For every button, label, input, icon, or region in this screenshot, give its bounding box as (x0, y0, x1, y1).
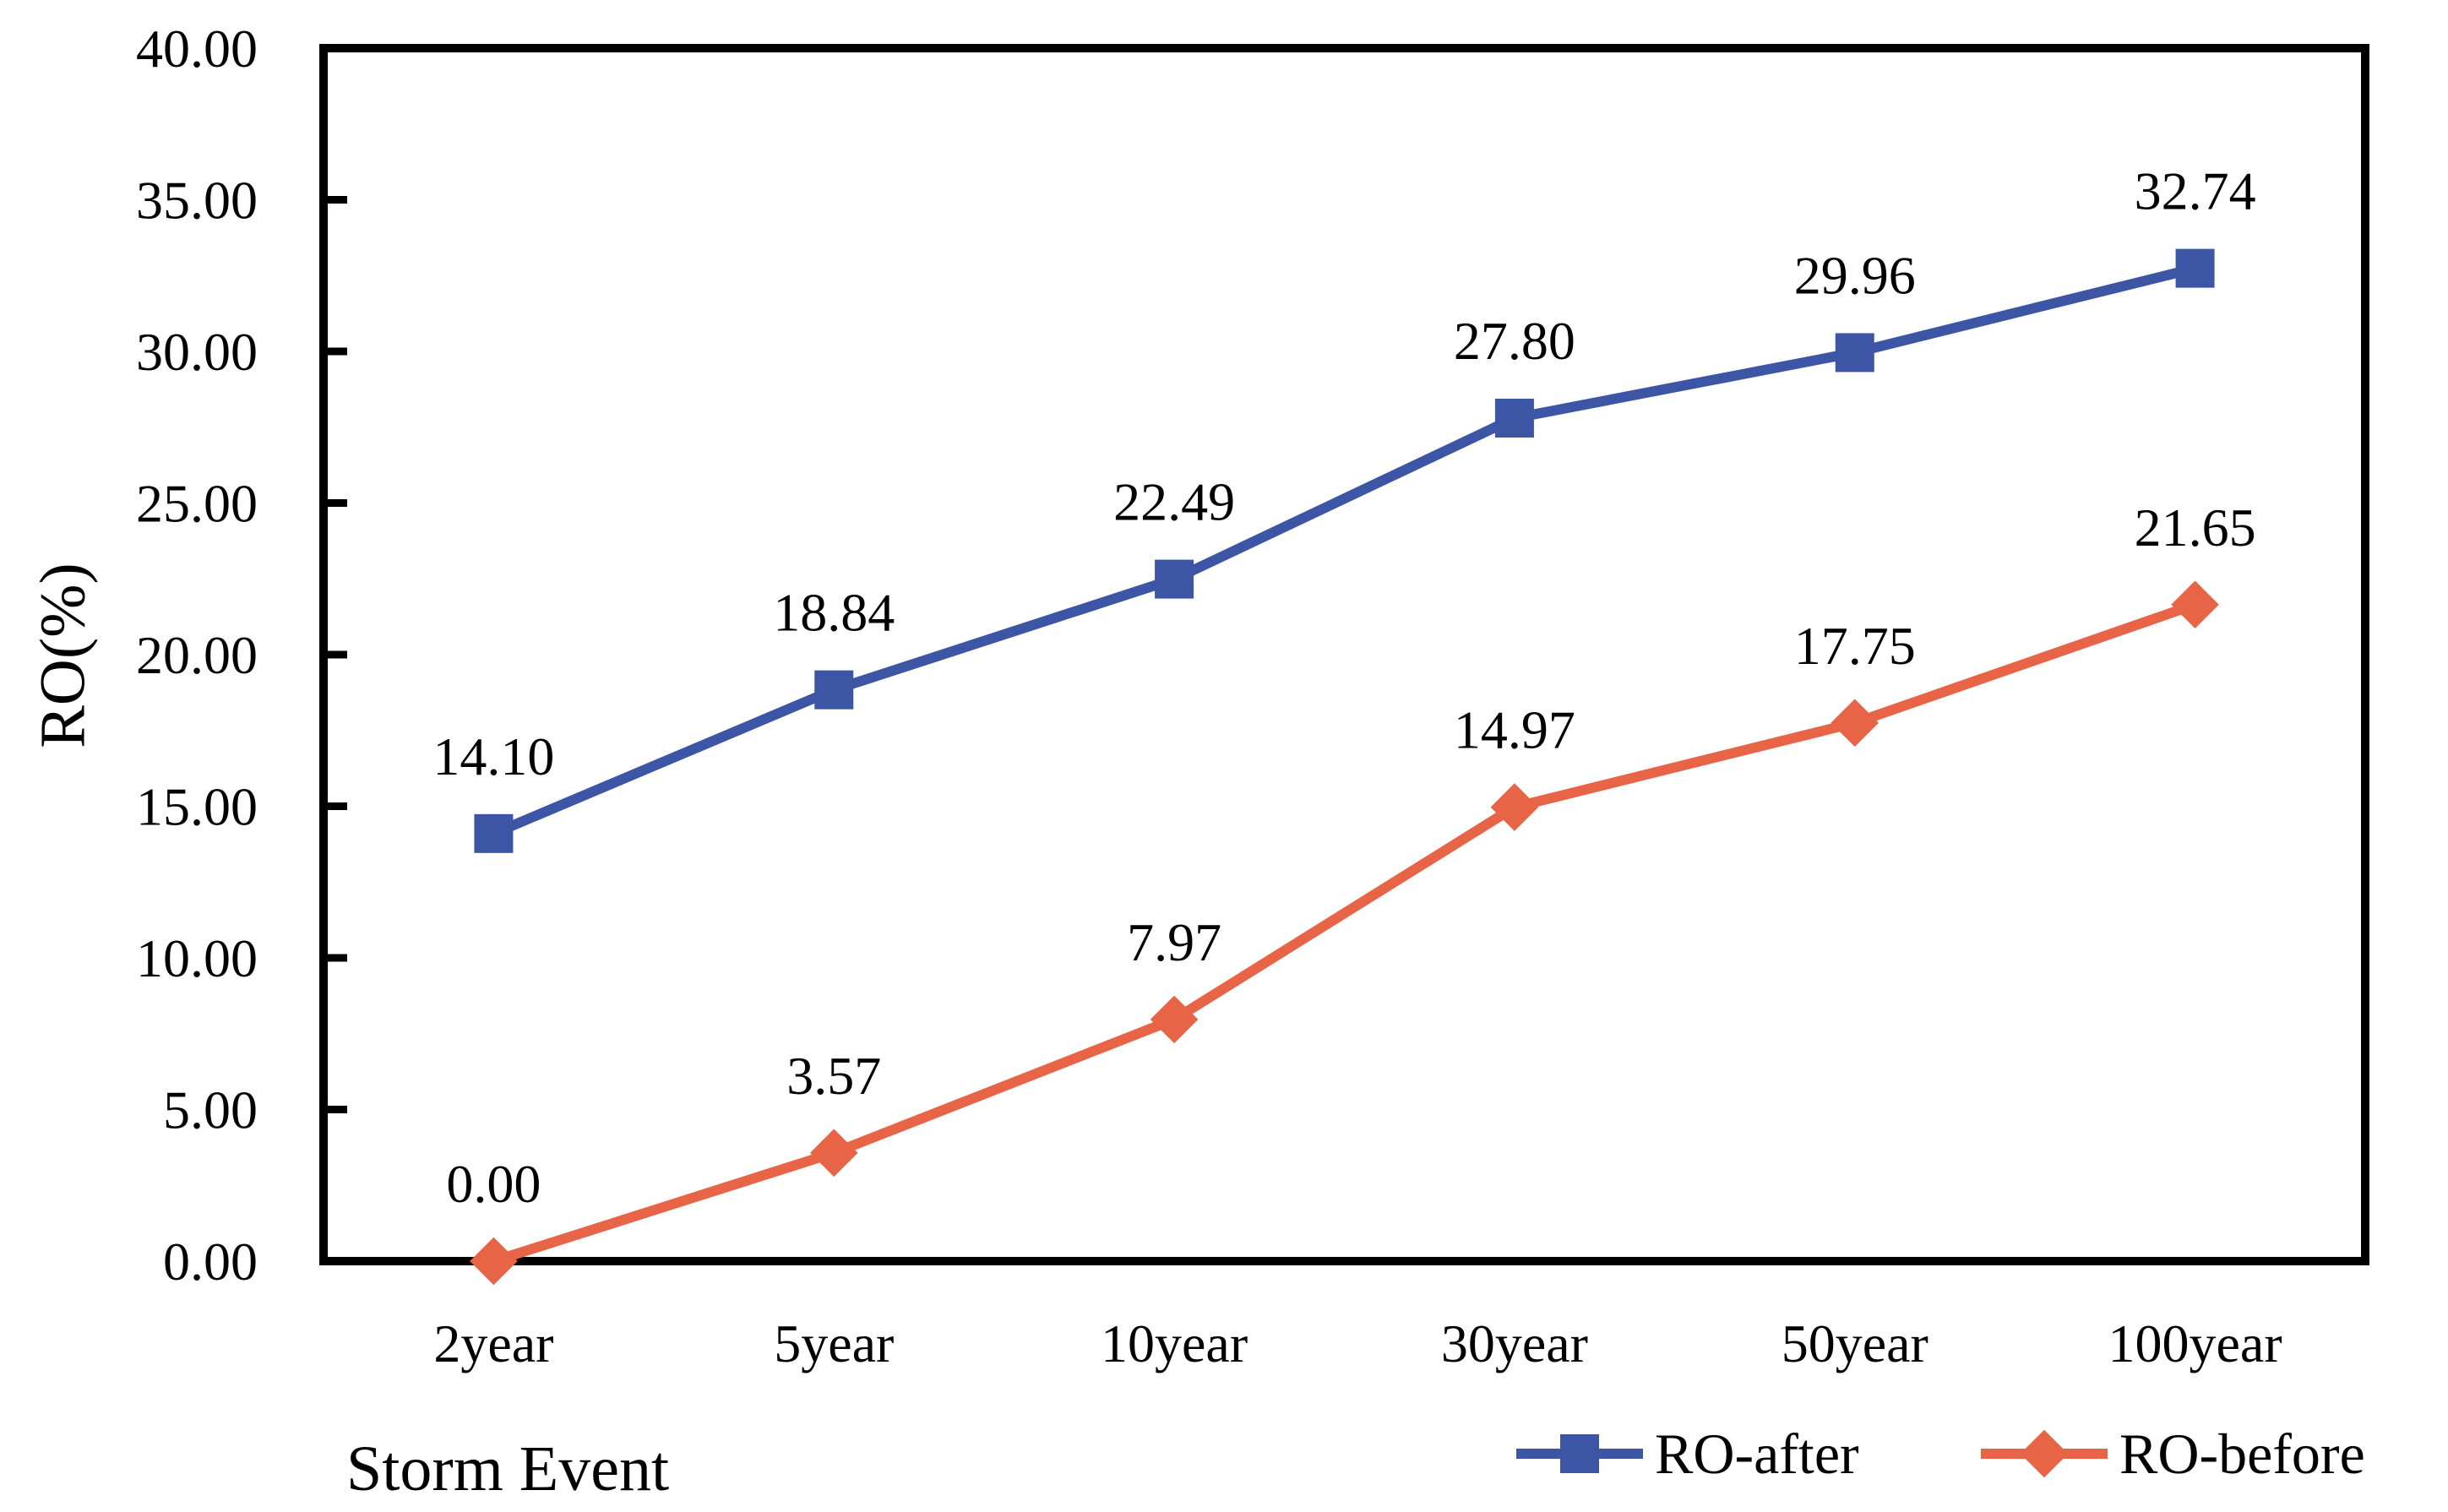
y-tick-label: 30.00 (136, 322, 258, 382)
y-tick-label: 25.00 (136, 474, 258, 534)
data-label-RO-after: 22.49 (1113, 472, 1235, 532)
legend-item-ro-before: RO-before (1981, 1419, 2365, 1488)
data-label-RO-after: 32.74 (2135, 161, 2256, 221)
x-axis-title: Storm Event (346, 1433, 670, 1504)
data-marker-RO-after (1835, 333, 1874, 373)
data-label-RO-before: 21.65 (2135, 498, 2256, 557)
y-tick-label: 0.00 (163, 1232, 258, 1292)
x-tick-label: 10year (1101, 1313, 1248, 1373)
legend-item-ro-after: RO-after (1516, 1419, 1859, 1488)
series-line-RO-after (492, 263, 2197, 839)
data-marker-RO-before (1831, 699, 1880, 748)
data-label-RO-before: 14.97 (1454, 700, 1575, 760)
data-label-RO-after: 18.84 (773, 583, 895, 643)
data-marker-RO-before (470, 1237, 518, 1286)
data-marker-RO-after (474, 813, 514, 853)
legend: RO-after RO-before (0, 1419, 2448, 1488)
x-tick-label: 5year (774, 1313, 894, 1373)
legend-label-ro-before: RO-before (2119, 1422, 2365, 1486)
data-label-RO-after: 14.10 (432, 726, 554, 786)
x-tick-label: 50year (1782, 1313, 1928, 1373)
data-label-RO-before: 3.57 (786, 1046, 881, 1106)
data-marker-RO-before (809, 1129, 858, 1178)
series-line-RO-before (492, 600, 2197, 1266)
data-label-RO-before: 7.97 (1127, 912, 1221, 972)
data-marker-RO-before (1490, 783, 1539, 831)
y-tick-label: 20.00 (136, 625, 258, 685)
x-tick-label: 30year (1441, 1313, 1588, 1373)
y-tick-label: 40.00 (136, 19, 258, 79)
data-label-RO-after: 27.80 (1454, 311, 1575, 371)
y-tick-label: 35.00 (136, 171, 258, 231)
data-marker-RO-after (814, 670, 854, 710)
data-marker-RO-after (1494, 398, 1534, 438)
data-label-RO-after: 29.96 (1794, 245, 1916, 305)
data-marker-RO-before (2171, 580, 2219, 629)
y-tick-label: 10.00 (136, 928, 258, 988)
y-axis-title: RO(%) (27, 563, 99, 748)
data-label-RO-before: 0.00 (446, 1154, 541, 1214)
legend-marker-diamond-icon (1981, 1429, 2108, 1478)
x-tick-label: 100year (2108, 1313, 2282, 1373)
data-marker-RO-before (1150, 995, 1199, 1044)
x-tick-label: 2year (433, 1313, 553, 1373)
data-marker-RO-after (2175, 248, 2215, 288)
y-tick-label: 5.00 (163, 1080, 258, 1140)
legend-label-ro-after: RO-after (1655, 1422, 1859, 1486)
data-label-RO-before: 17.75 (1794, 616, 1916, 676)
y-tick-label: 15.00 (136, 777, 258, 837)
data-marker-RO-after (1155, 559, 1194, 599)
legend-marker-square-icon (1516, 1434, 1643, 1473)
